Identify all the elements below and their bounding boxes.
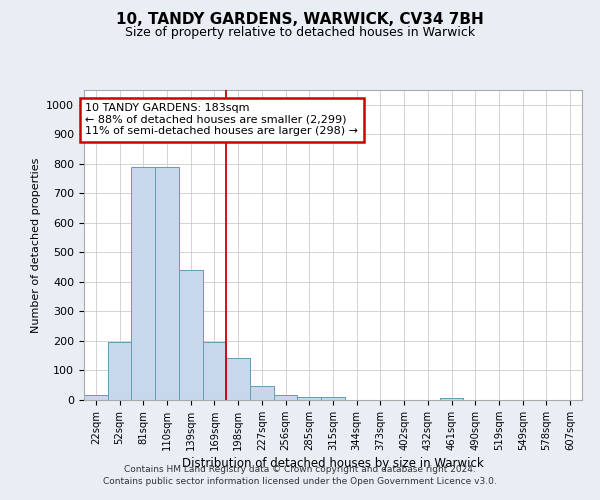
Bar	[321, 397, 345, 400]
Bar	[84, 394, 108, 400]
Bar	[179, 270, 203, 400]
Text: 10, TANDY GARDENS, WARWICK, CV34 7BH: 10, TANDY GARDENS, WARWICK, CV34 7BH	[116, 12, 484, 28]
Bar	[250, 386, 274, 400]
X-axis label: Distribution of detached houses by size in Warwick: Distribution of detached houses by size …	[182, 457, 484, 470]
Text: 10 TANDY GARDENS: 183sqm
← 88% of detached houses are smaller (2,299)
11% of sem: 10 TANDY GARDENS: 183sqm ← 88% of detach…	[85, 104, 358, 136]
Text: Contains public sector information licensed under the Open Government Licence v3: Contains public sector information licen…	[103, 476, 497, 486]
Bar	[131, 167, 155, 400]
Text: Contains HM Land Registry data © Crown copyright and database right 2024.: Contains HM Land Registry data © Crown c…	[124, 466, 476, 474]
Text: Size of property relative to detached houses in Warwick: Size of property relative to detached ho…	[125, 26, 475, 39]
Bar	[274, 394, 298, 400]
Bar	[298, 397, 321, 400]
Bar	[226, 358, 250, 400]
Bar	[155, 167, 179, 400]
Bar	[203, 342, 226, 400]
Bar	[440, 398, 463, 400]
Y-axis label: Number of detached properties: Number of detached properties	[31, 158, 41, 332]
Bar	[108, 342, 131, 400]
